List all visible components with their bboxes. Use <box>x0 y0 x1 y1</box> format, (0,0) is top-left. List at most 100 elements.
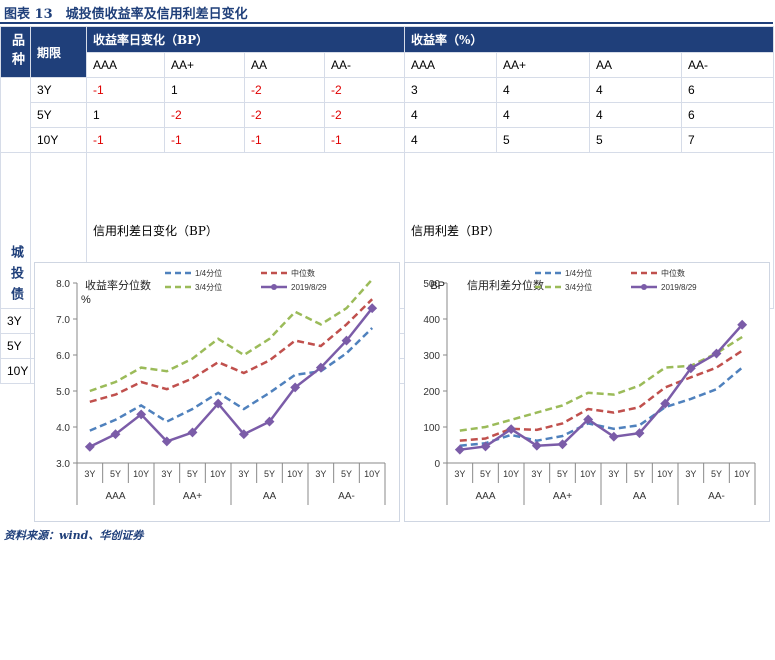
y-unit-label: % <box>81 294 91 306</box>
change-cell: -2 <box>164 102 245 128</box>
value-cell: 4 <box>589 102 683 128</box>
y-unit-label: BP <box>430 280 445 292</box>
side-spacer <box>0 77 31 153</box>
x-tick-label: 5Y <box>264 469 275 479</box>
value-cell: 4 <box>404 127 498 153</box>
series-line <box>89 327 374 432</box>
term-cell: 5Y <box>30 102 87 128</box>
x-tick-label: 5Y <box>187 469 198 479</box>
y-tick-label: 500 <box>423 279 440 290</box>
rating-header: AA+ <box>164 52 245 78</box>
yield-header: 收益率（%） <box>404 26 775 53</box>
value-cell: 6 <box>681 102 775 128</box>
y-tick-label: 300 <box>423 351 440 362</box>
x-group-label: AAA <box>475 491 495 502</box>
data-point <box>213 398 224 409</box>
x-tick-label: 10Y <box>580 469 596 479</box>
change-cell: -1 <box>86 127 165 153</box>
legend-label: 1/4分位 <box>195 268 222 278</box>
data-point <box>84 441 95 452</box>
data-point <box>557 439 568 450</box>
x-group-label: AA- <box>338 491 355 502</box>
x-tick-label: 5Y <box>557 469 568 479</box>
change-cell: 1 <box>164 77 245 103</box>
yield-change-header: 收益率日变化（BP） <box>85 26 406 53</box>
y-tick-label: 7.0 <box>56 315 70 326</box>
data-point <box>187 427 198 438</box>
side-label-cell: 城投债 <box>0 152 31 309</box>
value-cell: 4 <box>404 102 498 128</box>
x-tick-label: 5Y <box>110 469 121 479</box>
legend-marker <box>641 284 647 290</box>
x-tick-label: 3Y <box>161 469 172 479</box>
legend-label: 中位数 <box>291 268 315 278</box>
side-label: 城投债 <box>9 245 24 308</box>
term-cell: 3Y <box>30 77 87 103</box>
x-tick-label: 3Y <box>315 469 326 479</box>
chart-title: 收益率分位数 <box>85 278 151 292</box>
figure-title: 图表 13 城投债收益率及信用利差日变化 <box>4 7 248 22</box>
change-cell: -1 <box>323 127 406 153</box>
term-cell: 3Y <box>0 308 31 334</box>
x-group-label: AA+ <box>183 491 202 502</box>
change-cell: -1 <box>244 127 325 153</box>
value-cell: 5 <box>589 127 683 153</box>
data-point <box>161 436 172 447</box>
change-cell: -2 <box>323 102 406 128</box>
legend-label: 3/4分位 <box>565 282 592 292</box>
yield-quantile-chart: 3.0 4.0 5.0 6.0 7.0 8.0 3Y 5Y 10Y 3Y 5Y 10Y 3Y 5Y 10Y 3… <box>56 268 386 505</box>
x-tick-label: 10Y <box>503 469 519 479</box>
data-point <box>238 429 249 440</box>
change-cell: 1 <box>86 102 165 128</box>
variety-label: 品种 <box>9 33 24 71</box>
rating-header: AAA <box>86 52 165 78</box>
y-tick-label: 200 <box>423 387 440 398</box>
legend-marker <box>271 284 277 290</box>
period-header: 期限 <box>30 26 87 78</box>
change-cell: -1 <box>86 77 165 103</box>
spread-chart-panel: 0 100 200 300 400 500 3Y 5Y 10Y 3Y 5Y 10Y 3Y 5Y 10Y 3Y 5… <box>404 262 770 522</box>
change-cell: -1 <box>164 127 245 153</box>
x-tick-label: 3Y <box>84 469 95 479</box>
x-tick-label: 3Y <box>531 469 542 479</box>
x-group-label: AAA <box>105 491 125 502</box>
yield-chart-panel: 3.0 4.0 5.0 6.0 7.0 8.0 3Y 5Y 10Y 3Y 5Y 10Y 3Y 5Y 10Y 3… <box>34 262 400 522</box>
rating-header: AA- <box>323 52 406 78</box>
term-cell: 10Y <box>30 127 87 153</box>
rating-header: AA- <box>681 52 775 78</box>
change-cell: -2 <box>244 77 325 103</box>
chart-title: 信用利差分位数 <box>467 278 544 292</box>
x-tick-label: 5Y <box>480 469 491 479</box>
variety-header: 品种 <box>0 26 31 78</box>
x-tick-label: 5Y <box>711 469 722 479</box>
x-group-label: AA+ <box>553 491 572 502</box>
rating-header: AA <box>244 52 325 78</box>
x-group-label: AA <box>633 491 647 502</box>
value-cell: 7 <box>681 127 775 153</box>
y-tick-label: 4.0 <box>56 423 70 434</box>
term-cell: 5Y <box>0 333 31 359</box>
x-group-label: AA- <box>708 491 725 502</box>
rating-header: AA <box>589 52 683 78</box>
legend-label: 3/4分位 <box>195 282 222 292</box>
change-cell: -2 <box>244 102 325 128</box>
y-tick-label: 100 <box>423 423 440 434</box>
x-tick-label: 5Y <box>634 469 645 479</box>
value-cell: 6 <box>681 77 775 103</box>
legend-label: 1/4分位 <box>565 268 592 278</box>
x-tick-label: 5Y <box>341 469 352 479</box>
rating-header: AA+ <box>496 52 591 78</box>
change-cell: -2 <box>323 77 406 103</box>
x-tick-label: 10Y <box>657 469 673 479</box>
legend-label: 中位数 <box>661 268 685 278</box>
y-tick-label: 3.0 <box>56 459 70 470</box>
data-point <box>110 429 121 440</box>
x-tick-label: 3Y <box>454 469 465 479</box>
legend-label: 2019/8/29 <box>661 283 697 292</box>
series-line <box>459 335 743 432</box>
x-tick-label: 10Y <box>287 469 303 479</box>
y-tick-label: 0 <box>434 459 440 470</box>
y-tick-label: 6.0 <box>56 351 70 362</box>
x-tick-label: 3Y <box>238 469 249 479</box>
series-line <box>89 278 374 393</box>
